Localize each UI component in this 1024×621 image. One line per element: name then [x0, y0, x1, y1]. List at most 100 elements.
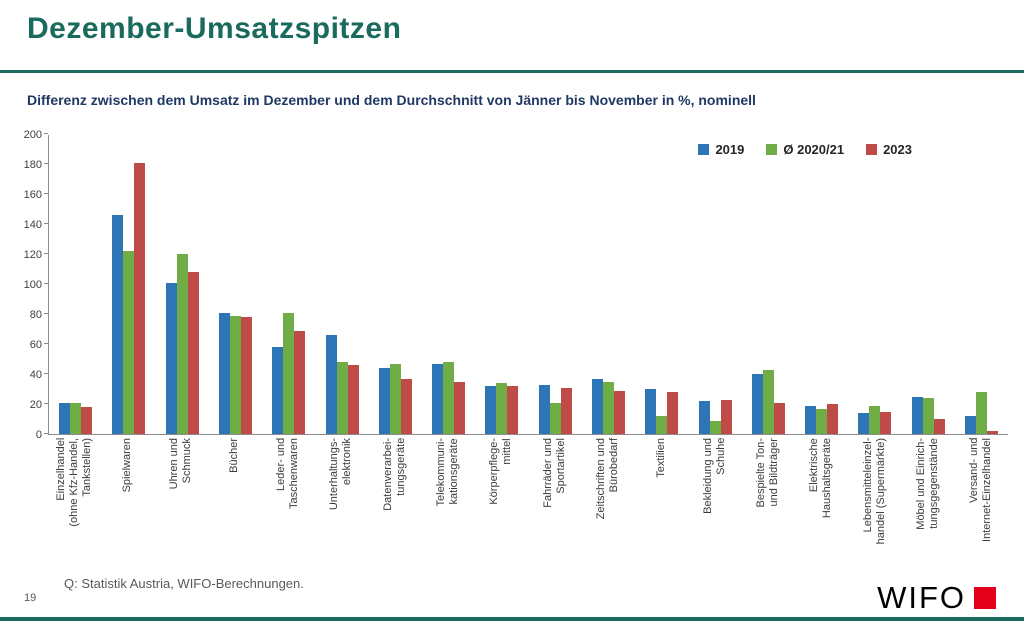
- x-axis-label-text: Uhren und Schmuck: [168, 438, 194, 490]
- y-tick-label: 160: [23, 189, 42, 201]
- y-tick-label: 100: [23, 279, 42, 291]
- x-axis-label-text: Unterhaltungs- elektronik: [328, 438, 354, 511]
- y-tick-label: 180: [23, 159, 42, 171]
- bar-series-1: [229, 315, 241, 434]
- x-axis-label-text: Körperpflege- mittel: [488, 438, 514, 505]
- bar-series-1: [709, 420, 721, 434]
- bar-series-1: [283, 312, 295, 434]
- page-number: 19: [24, 592, 37, 604]
- x-axis-label: Lebensmitteleinzel- handel (Supermärkte): [848, 438, 901, 578]
- bar-series-1: [816, 408, 828, 434]
- bar-group: [209, 135, 262, 434]
- bar-series-2: [773, 402, 785, 434]
- y-tick-label: 140: [23, 219, 42, 231]
- bar-series-1: [869, 405, 881, 434]
- y-tick-label: 40: [29, 369, 42, 381]
- bar-series-1: [70, 402, 82, 434]
- wifo-logo: WIFO: [877, 580, 996, 616]
- x-axis-label: Unterhaltungs- elektronik: [315, 438, 368, 578]
- title-divider: [0, 70, 1024, 73]
- page-title: Dezember-Umsatzspitzen: [27, 12, 402, 45]
- bar-series-0: [964, 416, 976, 434]
- bar-series-1: [762, 369, 774, 434]
- bar-group: [475, 135, 528, 434]
- legend-label: 2019: [715, 142, 745, 157]
- bar-group: [635, 135, 688, 434]
- bar-series-0: [432, 363, 444, 434]
- x-axis-label: Körperpflege- mittel: [475, 438, 528, 578]
- plot-area: [44, 133, 1008, 435]
- x-axis-label: Spielwaren: [101, 438, 154, 578]
- bar-series-0: [805, 405, 817, 434]
- x-axis-label: Versand- und Internet-Einzelhandel: [955, 438, 1008, 578]
- bar-group: [688, 135, 741, 434]
- bar-group: [102, 135, 155, 434]
- y-tick-mark: [44, 253, 48, 254]
- y-tick-label: 0: [35, 429, 42, 441]
- y-tick-mark: [44, 133, 48, 134]
- bar-group: [422, 135, 475, 434]
- x-axis-label-text: Spielwaren: [121, 438, 134, 493]
- bar-series-2: [81, 407, 93, 434]
- y-tick-label: 120: [23, 249, 42, 261]
- y-tick-label: 60: [29, 339, 42, 351]
- bar-series-1: [336, 362, 348, 434]
- x-axis-label-text: Datenverarbei- tungsgeräte: [381, 438, 407, 511]
- bar-series-1: [496, 383, 508, 434]
- bar-series-1: [123, 251, 135, 434]
- y-tick-mark: [44, 373, 48, 374]
- bar-series-2: [720, 399, 732, 434]
- x-axis-label-text: Versand- und Internet-Einzelhandel: [968, 438, 994, 542]
- bar-series-1: [176, 254, 188, 434]
- bar-series-2: [347, 365, 359, 434]
- x-axis-label: Möbel und Einrich- tungsgegenstände: [901, 438, 954, 578]
- bar-group: [582, 135, 635, 434]
- bar-group: [156, 135, 209, 434]
- y-tick-mark: [44, 403, 48, 404]
- y-axis: 0 20 40 60 80 100 120 140 160 180 200: [8, 129, 44, 441]
- bar-series-0: [112, 215, 124, 434]
- bar-series-2: [294, 330, 306, 434]
- bar-group: [795, 135, 848, 434]
- bar-group: [315, 135, 368, 434]
- y-tick-mark: [44, 223, 48, 224]
- x-axis-labels: Einzelhandel (ohne Kfz-Handel, Tankstell…: [48, 438, 1008, 578]
- y-tick-mark: [44, 433, 48, 434]
- y-tick-label: 80: [29, 309, 42, 321]
- x-axis-label: Bekleidung und Schuhe: [688, 438, 741, 578]
- x-axis-label-text: Lebensmitteleinzel- handel (Supermärkte): [861, 438, 887, 545]
- legend-item-2: 2023: [866, 142, 912, 157]
- x-axis-label-text: Telekommuni- kationsgeräte: [434, 438, 460, 507]
- bar-group: [848, 135, 901, 434]
- bar-series-2: [560, 387, 572, 434]
- x-axis-label: Einzelhandel (ohne Kfz-Handel, Tankstell…: [48, 438, 101, 578]
- bar-group: [369, 135, 422, 434]
- legend-swatch-icon: [866, 144, 878, 155]
- bar-group: [49, 135, 102, 434]
- bar-group: [955, 135, 1008, 434]
- bar-series-0: [272, 347, 284, 434]
- bar-series-2: [827, 404, 839, 434]
- y-tick-mark: [44, 283, 48, 284]
- legend-label: 2023: [883, 142, 912, 157]
- bar-series-0: [59, 402, 71, 434]
- x-axis-label-text: Textilien: [654, 438, 667, 478]
- x-axis-label: Fahrräder und Sportartikel: [528, 438, 581, 578]
- bar-chart: 0 20 40 60 80 100 120 140 160 180 200 Einzelhandel…: [8, 129, 1016, 580]
- legend-item-0: 2019: [698, 142, 744, 157]
- wifo-logo-text: WIFO: [877, 580, 966, 615]
- x-axis-label-text: Elektrische Haushaltsgeräte: [808, 438, 834, 519]
- legend-swatch-icon: [698, 144, 710, 155]
- y-tick-mark: [44, 343, 48, 344]
- bar-series-0: [751, 374, 763, 434]
- x-axis-label-text: Leder- und Taschenwaren: [274, 438, 300, 509]
- y-tick-label: 20: [29, 399, 42, 411]
- bar-series-0: [218, 312, 230, 434]
- bar-series-0: [858, 413, 870, 434]
- bar-series-2: [880, 411, 892, 434]
- source-note: Q: Statistik Austria, WIFO-Berechnungen.: [64, 576, 304, 591]
- x-axis-label: Uhren und Schmuck: [155, 438, 208, 578]
- legend-swatch-icon: [766, 144, 778, 155]
- bar-group: [529, 135, 582, 434]
